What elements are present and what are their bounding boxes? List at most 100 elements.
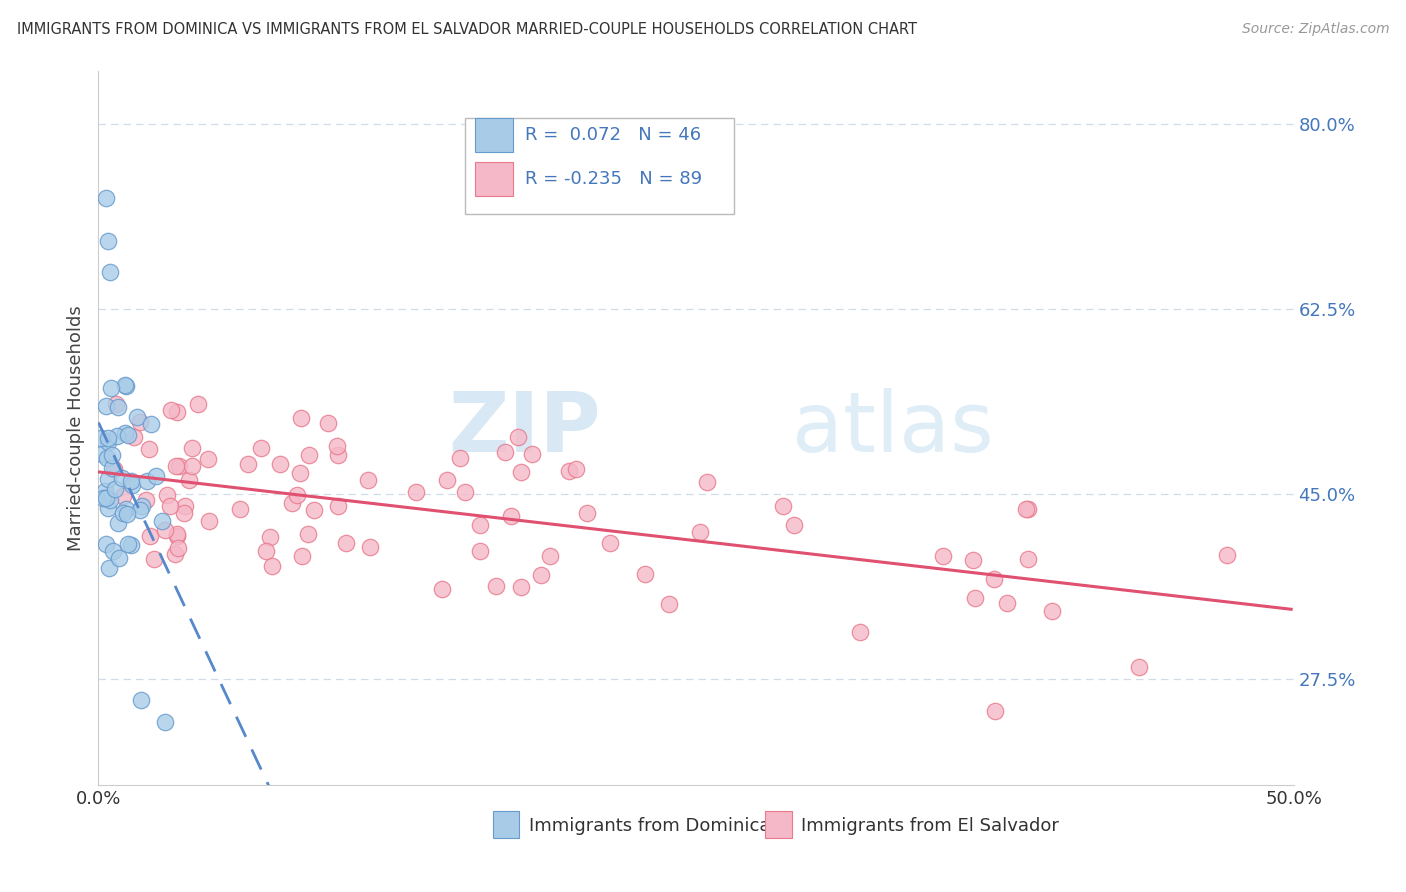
Point: [520, 447, 543, 461]
Point: [357, 473, 380, 487]
Point: [772, 499, 794, 513]
Point: [1015, 502, 1038, 516]
Point: [510, 465, 533, 479]
Point: [485, 579, 508, 593]
Point: [94, 537, 117, 551]
Point: [538, 549, 561, 563]
Point: [131, 693, 153, 707]
Point: [136, 475, 159, 489]
Point: [449, 450, 471, 465]
Point: [108, 551, 131, 566]
Point: [173, 507, 195, 521]
Text: ZIP: ZIP: [449, 388, 600, 468]
Point: [181, 441, 204, 455]
Point: [101, 449, 124, 463]
Point: [155, 714, 177, 729]
Point: [359, 540, 381, 554]
Point: [965, 591, 987, 605]
Point: [260, 559, 283, 574]
Point: [530, 567, 553, 582]
Point: [302, 502, 325, 516]
Point: [326, 439, 349, 453]
Point: [97, 472, 120, 486]
Point: [166, 526, 188, 541]
Point: [103, 462, 125, 476]
Point: [107, 516, 129, 531]
FancyBboxPatch shape: [475, 118, 513, 152]
Point: [97, 501, 120, 516]
Point: [249, 442, 271, 456]
Point: [494, 444, 516, 458]
Text: Immigrants from El Salvador: Immigrants from El Salvador: [801, 817, 1059, 835]
Point: [111, 471, 134, 485]
Point: [634, 567, 657, 582]
Point: [180, 458, 202, 473]
Point: [197, 451, 219, 466]
Point: [259, 530, 281, 544]
Point: [508, 430, 530, 444]
Point: [1040, 603, 1063, 617]
Point: [166, 529, 188, 543]
Point: [107, 400, 129, 414]
Point: [138, 442, 160, 457]
Point: [98, 265, 122, 279]
FancyBboxPatch shape: [475, 162, 513, 196]
Text: R =  0.072   N = 46: R = 0.072 N = 46: [524, 126, 702, 144]
Point: [156, 487, 179, 501]
Point: [128, 503, 150, 517]
Point: [288, 467, 311, 481]
Point: [169, 458, 191, 473]
Point: [291, 549, 314, 563]
Point: [696, 475, 718, 489]
Point: [166, 405, 188, 419]
Point: [114, 379, 136, 393]
Text: R = -0.235   N = 89: R = -0.235 N = 89: [524, 170, 702, 188]
Y-axis label: Married-couple Households: Married-couple Households: [66, 305, 84, 551]
Text: IMMIGRANTS FROM DOMINICA VS IMMIGRANTS FROM EL SALVADOR MARRIED-COUPLE HOUSEHOLD: IMMIGRANTS FROM DOMINICA VS IMMIGRANTS F…: [17, 22, 917, 37]
Point: [984, 704, 1007, 718]
Point: [1017, 502, 1039, 516]
Point: [177, 473, 200, 487]
Point: [432, 582, 454, 596]
Point: [962, 553, 984, 567]
Point: [135, 493, 157, 508]
Text: atlas: atlas: [792, 388, 993, 468]
Point: [599, 536, 621, 550]
Point: [112, 506, 135, 520]
Point: [1017, 552, 1039, 566]
Point: [564, 462, 586, 476]
Text: Source: ZipAtlas.com: Source: ZipAtlas.com: [1241, 22, 1389, 37]
Point: [236, 457, 259, 471]
Point: [932, 549, 955, 563]
Point: [139, 529, 162, 543]
Point: [155, 523, 177, 537]
Point: [658, 597, 681, 611]
Point: [510, 580, 533, 594]
FancyBboxPatch shape: [494, 812, 519, 838]
Point: [849, 625, 872, 640]
Point: [111, 489, 134, 503]
Point: [167, 541, 190, 556]
Point: [1128, 659, 1150, 673]
Point: [114, 377, 136, 392]
Point: [105, 397, 128, 411]
Point: [98, 561, 121, 575]
Point: [995, 596, 1018, 610]
Point: [326, 499, 349, 513]
Point: [117, 428, 139, 442]
Text: Immigrants from Dominica: Immigrants from Dominica: [529, 817, 770, 835]
Point: [90, 447, 112, 461]
Point: [94, 484, 117, 499]
Point: [558, 464, 581, 478]
Point: [141, 417, 163, 432]
Point: [120, 538, 142, 552]
Point: [254, 544, 277, 558]
Point: [131, 500, 153, 514]
Point: [122, 430, 145, 444]
Point: [97, 431, 120, 445]
Point: [187, 397, 209, 411]
Point: [290, 411, 312, 425]
Point: [94, 491, 117, 505]
Point: [129, 415, 152, 429]
Point: [143, 551, 166, 566]
